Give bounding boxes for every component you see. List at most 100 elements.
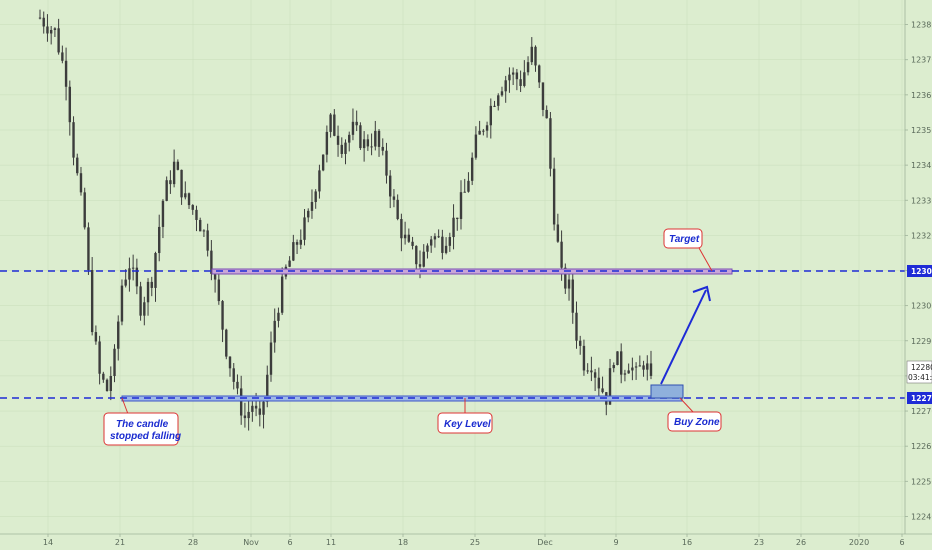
candle-body xyxy=(72,122,75,158)
candle-body xyxy=(400,219,403,239)
candle-body xyxy=(42,17,45,27)
candle-body xyxy=(515,72,519,80)
candle-body xyxy=(117,321,120,349)
candle-body xyxy=(582,345,586,371)
candle-body xyxy=(195,209,198,220)
candle-body xyxy=(79,173,83,193)
candle-body xyxy=(236,381,239,389)
y-tick-label: 12250 xyxy=(911,477,932,486)
candle-body xyxy=(385,150,388,176)
candle-body xyxy=(176,161,180,170)
candle-body xyxy=(485,125,489,131)
candle-body xyxy=(418,264,422,267)
candle-body xyxy=(552,168,556,225)
chart-grid xyxy=(0,0,905,534)
candle-body xyxy=(500,91,504,96)
candle-body xyxy=(98,341,101,374)
candle-body xyxy=(437,236,440,238)
candle-body xyxy=(83,192,86,228)
candle-body xyxy=(534,46,537,66)
candle-body xyxy=(254,405,258,409)
y-tick-label: 12380 xyxy=(911,21,932,30)
candle-body xyxy=(76,157,79,174)
candle-body xyxy=(105,379,109,392)
candle-body xyxy=(474,134,478,158)
candle-body xyxy=(351,121,355,135)
stopped-callout-pointer xyxy=(121,397,129,415)
x-tick-label: 26 xyxy=(796,538,806,547)
candle-body xyxy=(128,268,131,280)
y-tick-label: 12270 xyxy=(911,407,932,416)
countdown-text: 03:41:50 xyxy=(908,373,932,382)
candle-body xyxy=(508,74,511,81)
key-level-callout xyxy=(437,412,493,434)
candle-body xyxy=(422,251,425,267)
y-tick-label: 12260 xyxy=(911,442,932,451)
y-tick-label: 12370 xyxy=(911,56,932,65)
candle-body xyxy=(262,401,265,415)
candle-body xyxy=(239,388,243,416)
candle-body xyxy=(299,239,302,245)
candle-body xyxy=(225,329,228,357)
projection-arrow-head xyxy=(692,285,711,302)
target-callout-pointer xyxy=(698,247,713,272)
y-tick-label: 12240 xyxy=(911,512,932,521)
candle-body xyxy=(470,157,474,181)
candle-body xyxy=(545,109,548,119)
target-price-tag-text: 12308 xyxy=(911,267,932,276)
key-level-price-tag xyxy=(907,392,932,404)
candle-body xyxy=(549,118,552,169)
time-scale[interactable]: 14 21 28 Nov 6 11 18 25 Dec 9 16 23 26 2020 6 xyxy=(0,533,932,547)
candle-body xyxy=(511,72,515,75)
buy-zone-callout-text: Buy Zone xyxy=(674,417,720,428)
candle-body xyxy=(340,144,343,154)
candle-body xyxy=(146,281,150,303)
candle-body xyxy=(102,373,105,380)
candle-body xyxy=(213,273,217,280)
candle-body xyxy=(538,65,541,83)
x-tick-label: 18 xyxy=(398,538,408,547)
candle-body xyxy=(590,370,593,373)
x-tick-label: 11 xyxy=(326,538,336,547)
candle-body xyxy=(433,236,437,240)
candle-body xyxy=(221,301,224,330)
candle-body xyxy=(333,114,336,136)
candle-body xyxy=(202,230,206,232)
candle-body xyxy=(493,105,496,107)
candle-body xyxy=(463,191,466,193)
candle-body xyxy=(307,210,310,218)
candle-body xyxy=(143,302,146,316)
candle-body xyxy=(579,340,582,346)
candle-body xyxy=(109,376,112,392)
x-tick-label: 9 xyxy=(613,538,618,547)
candle-body xyxy=(366,139,370,147)
x-tick-label: 25 xyxy=(470,538,480,547)
price-scale[interactable]: 1224012250122601227012280122901230012310… xyxy=(904,0,932,534)
target-callout-text: Target xyxy=(669,234,700,245)
candle-body xyxy=(616,351,619,365)
candle-body xyxy=(269,342,273,375)
candle-body xyxy=(355,121,358,126)
candle-body xyxy=(217,279,221,302)
candle-body xyxy=(292,242,295,261)
candle-body xyxy=(638,365,642,367)
candle-body xyxy=(243,415,247,419)
candle-body xyxy=(139,286,142,316)
candle-body xyxy=(370,146,373,148)
candle-body xyxy=(206,230,209,251)
candle-body xyxy=(314,191,317,202)
candle-body xyxy=(325,131,329,155)
buy-zone-callout-pointer xyxy=(679,397,695,414)
candle-body xyxy=(526,62,530,73)
candle-body xyxy=(135,267,139,287)
key-level-callout-text: Key Level xyxy=(444,419,491,430)
candle-body xyxy=(411,241,414,246)
candle-body xyxy=(612,364,615,369)
x-tick-label: 28 xyxy=(188,538,198,547)
candle-body xyxy=(251,405,254,412)
candle-body xyxy=(467,180,470,192)
candle-body xyxy=(441,236,444,253)
x-tick-label: 23 xyxy=(754,538,764,547)
